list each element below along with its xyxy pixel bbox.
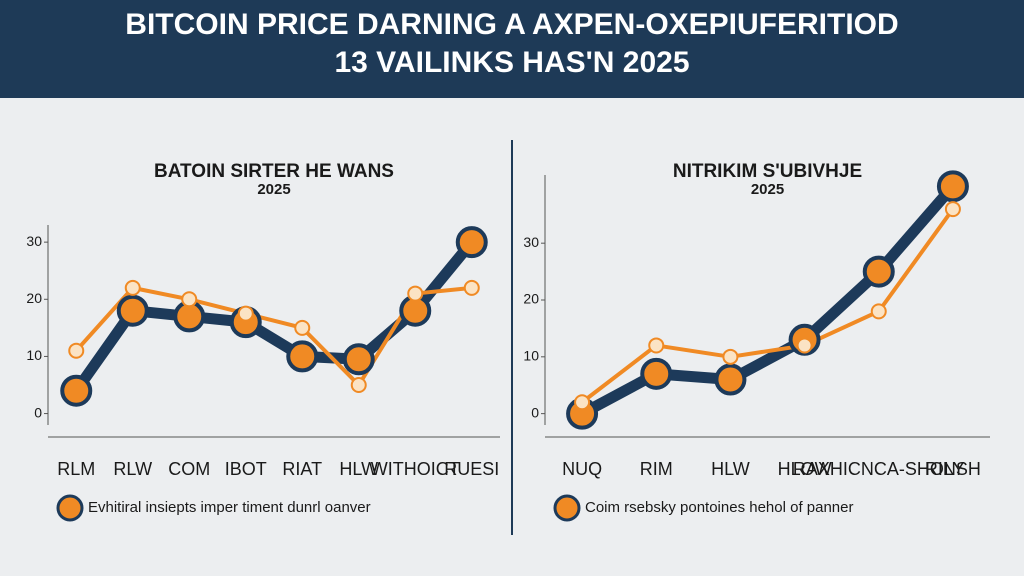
y-tick-label: 10	[26, 347, 42, 363]
point-marker	[870, 303, 887, 320]
line-series	[580, 207, 955, 404]
header-title: 13 VAILINKS HAS'N 2025	[334, 46, 689, 79]
point-marker	[294, 319, 311, 336]
legend-icon	[56, 494, 84, 522]
point-marker	[342, 343, 375, 376]
point-marker	[796, 337, 813, 354]
point-marker	[862, 255, 895, 288]
point-marker	[181, 291, 198, 308]
x-tick-label: RIAT	[282, 459, 322, 479]
point-marker	[574, 394, 591, 411]
point-marker	[237, 305, 254, 322]
x-tick-label: RUESI	[444, 459, 499, 479]
x-tick-label: HLW	[711, 459, 750, 479]
point-marker	[350, 377, 367, 393]
legend-icon	[553, 494, 581, 522]
x-tick-label: RAXHICNCA-SHOLY	[793, 459, 965, 479]
legend-label: Coim rsebsky pontoines hehol of panner	[585, 499, 854, 516]
y-tick-label: 10	[523, 348, 539, 364]
y-tick-label: 30	[26, 233, 42, 249]
chart-title: BATOIN SIRTER HE WANS	[154, 161, 394, 182]
point-marker	[407, 285, 424, 302]
x-tick-label: HLW	[339, 459, 378, 479]
legend-label: Evhitiral insiepts imper timent dunrl oa…	[88, 499, 371, 516]
point-marker	[944, 201, 961, 218]
point-marker	[936, 170, 969, 203]
point-marker	[455, 226, 488, 259]
point-marker	[640, 357, 673, 390]
line-series	[579, 182, 958, 419]
x-tick-label: RLM	[57, 459, 95, 479]
x-tick-label: RLW	[113, 459, 152, 479]
point-marker	[60, 374, 93, 407]
header-band	[0, 0, 1024, 98]
point-marker	[116, 294, 149, 327]
y-tick-label: 0	[34, 404, 42, 420]
y-tick-label: 0	[531, 404, 539, 420]
x-tick-label: HLOW	[778, 459, 832, 479]
y-tick-label: 30	[523, 234, 539, 250]
point-marker	[722, 348, 739, 365]
point-marker	[68, 342, 85, 359]
y-tick-label: 20	[523, 291, 539, 307]
x-tick-label: WITHOICT	[371, 459, 460, 479]
chart-title: NITRIKIM S'UBIVHJE	[673, 161, 862, 182]
x-tick-label: RIM	[640, 459, 673, 479]
point-marker	[286, 340, 319, 373]
x-tick-label: IBOT	[225, 459, 267, 479]
x-tick-label: RINSH	[925, 459, 981, 479]
x-tick-label: NUQ	[562, 459, 602, 479]
chart-subtitle: 2025	[751, 181, 784, 198]
point-marker	[714, 363, 747, 396]
point-marker	[463, 279, 480, 296]
y-tick-label: 20	[26, 290, 42, 306]
x-tick-label: COM	[168, 459, 210, 479]
header-title: BITCOIN PRICE DARNING A AXPEN-OXEPIUFERI…	[125, 8, 898, 41]
point-marker	[124, 279, 141, 296]
chart-subtitle: 2025	[257, 181, 290, 198]
point-marker	[648, 337, 665, 354]
